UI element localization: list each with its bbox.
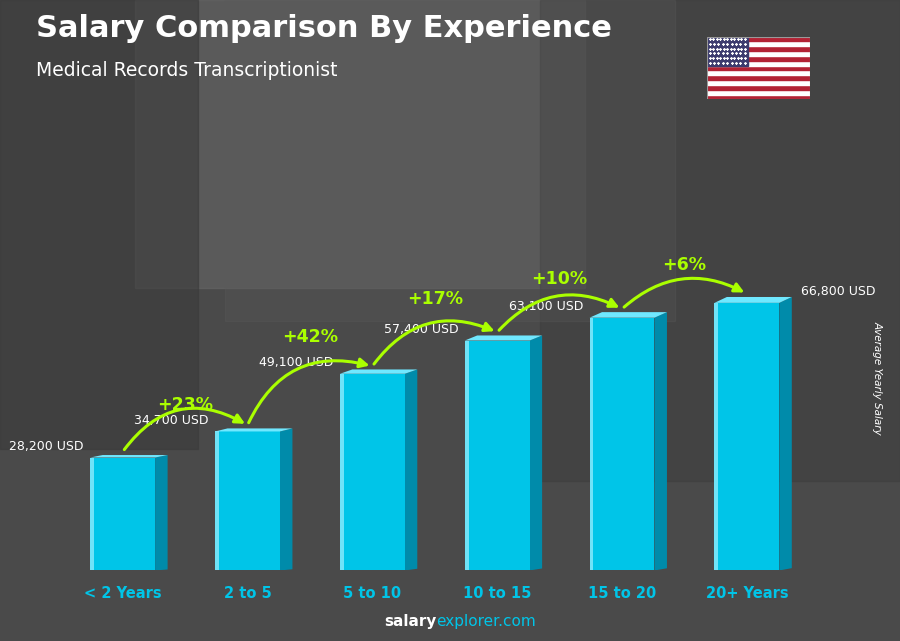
Bar	[706, 71, 810, 75]
Polygon shape	[155, 455, 167, 570]
Bar	[706, 65, 810, 71]
Text: 49,100 USD: 49,100 USD	[259, 356, 334, 369]
Text: 63,100 USD: 63,100 USD	[508, 300, 583, 313]
Text: 66,800 USD: 66,800 USD	[800, 285, 875, 298]
Polygon shape	[90, 455, 167, 458]
Bar	[215, 431, 219, 570]
Bar	[464, 340, 469, 570]
Bar	[706, 56, 810, 61]
Text: +23%: +23%	[158, 395, 213, 413]
Bar	[464, 340, 529, 570]
Bar	[540, 0, 900, 481]
Text: explorer.com: explorer.com	[436, 615, 536, 629]
Polygon shape	[529, 335, 542, 570]
Text: +42%: +42%	[282, 328, 338, 346]
Text: Average Yearly Salary: Average Yearly Salary	[872, 321, 883, 435]
Bar	[0, 0, 198, 449]
Bar	[706, 75, 810, 80]
Bar	[706, 51, 810, 56]
Bar	[706, 90, 810, 94]
Text: +10%: +10%	[532, 270, 588, 288]
Polygon shape	[779, 297, 792, 570]
Text: 28,200 USD: 28,200 USD	[10, 440, 84, 453]
Text: +17%: +17%	[407, 290, 463, 308]
Bar	[715, 303, 779, 570]
Bar	[215, 431, 280, 570]
Polygon shape	[280, 428, 292, 570]
Bar	[340, 374, 405, 570]
Bar	[706, 37, 810, 42]
Bar	[225, 0, 675, 320]
Text: salary: salary	[384, 615, 436, 629]
Bar	[715, 303, 718, 570]
Bar	[590, 318, 654, 570]
Bar	[135, 0, 585, 288]
Polygon shape	[340, 369, 418, 374]
Text: 57,400 USD: 57,400 USD	[384, 322, 458, 336]
Polygon shape	[715, 297, 792, 303]
Bar	[706, 61, 810, 65]
Bar	[340, 374, 344, 570]
Bar	[90, 458, 94, 570]
Bar	[706, 42, 810, 46]
Polygon shape	[215, 428, 292, 431]
Text: Medical Records Transcriptionist: Medical Records Transcriptionist	[36, 61, 338, 80]
Polygon shape	[654, 312, 667, 570]
Text: Salary Comparison By Experience: Salary Comparison By Experience	[36, 14, 612, 43]
Bar	[90, 458, 155, 570]
Bar	[706, 85, 810, 90]
Bar	[706, 46, 810, 51]
Text: 34,700 USD: 34,700 USD	[134, 413, 209, 427]
Bar	[706, 80, 810, 85]
Bar	[706, 94, 810, 99]
Polygon shape	[590, 312, 667, 318]
Text: +6%: +6%	[662, 256, 706, 274]
Polygon shape	[464, 335, 542, 340]
Polygon shape	[405, 369, 418, 570]
Bar	[706, 37, 748, 65]
Bar	[590, 318, 593, 570]
